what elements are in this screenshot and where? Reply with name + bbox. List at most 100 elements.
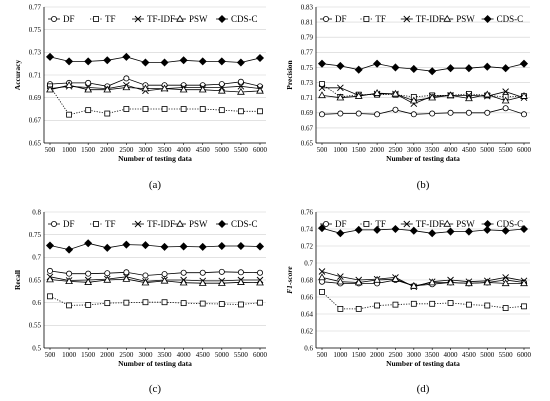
marker-triangle bbox=[428, 93, 437, 101]
series-cds-c bbox=[317, 59, 529, 76]
y-tick-label: 0.66 bbox=[301, 293, 314, 301]
panel-caption: (b) bbox=[417, 179, 430, 191]
y-tick-label: 0.65 bbox=[301, 139, 314, 147]
y-tick-label: 0.83 bbox=[301, 3, 314, 11]
marker-triangle bbox=[409, 281, 418, 289]
x-tick-label: 1000 bbox=[333, 351, 348, 359]
marker-circle bbox=[392, 106, 399, 113]
marker-square bbox=[93, 221, 99, 227]
chart-panel-c: 0.5 0.55 0.6 0.65 0.7 0.75 0.8 500 1000 1500 2000 2… bbox=[13, 208, 268, 395]
series-line bbox=[49, 84, 261, 92]
x-tick-label: 5000 bbox=[480, 146, 495, 154]
marker-triangle bbox=[318, 273, 326, 281]
marker-square bbox=[447, 300, 454, 306]
marker-x bbox=[337, 273, 344, 280]
y-tick-label: 0.67 bbox=[29, 117, 42, 125]
x-tick-label: 6000 bbox=[253, 146, 268, 154]
marker-triangle bbox=[46, 275, 54, 283]
marker-diamond bbox=[354, 225, 363, 234]
legend-label: TF bbox=[105, 14, 116, 24]
marker-circle bbox=[66, 270, 73, 277]
y-axis-label: Recall bbox=[13, 270, 22, 290]
chart-panel-a: 0.65 0.67 0.69 0.71 0.73 0.75 0.77 500 1000 1500 2… bbox=[13, 3, 268, 191]
y-tick-label: 0.7 bbox=[304, 259, 313, 267]
marker-square bbox=[93, 16, 99, 22]
y-tick-label: 0.67 bbox=[301, 124, 314, 132]
legend-label: PSW bbox=[189, 219, 208, 229]
marker-diamond bbox=[122, 52, 131, 61]
x-tick-label: 5000 bbox=[215, 351, 230, 359]
marker-diamond bbox=[519, 59, 529, 68]
marker-triangle bbox=[501, 279, 510, 287]
marker-square bbox=[199, 106, 206, 112]
x-tick-label: 3000 bbox=[407, 146, 422, 154]
marker-circle bbox=[123, 269, 130, 276]
marker-triangle bbox=[391, 89, 400, 97]
marker-triangle bbox=[84, 278, 93, 285]
legend: DF TF TF-IDF PSW CDS-C bbox=[320, 14, 523, 24]
marker-square bbox=[466, 301, 472, 308]
marker-diamond bbox=[45, 52, 55, 61]
marker-circle bbox=[85, 270, 92, 277]
marker-diamond bbox=[198, 242, 207, 251]
marker-circle bbox=[410, 111, 417, 118]
marker-diamond bbox=[428, 67, 437, 76]
marker-diamond bbox=[501, 226, 510, 235]
marker-diamond bbox=[354, 65, 363, 74]
series-line bbox=[49, 84, 261, 93]
marker-square bbox=[218, 301, 225, 307]
marker-square bbox=[123, 106, 130, 112]
marker-circle bbox=[161, 271, 168, 278]
marker-square bbox=[161, 299, 168, 306]
panel-caption: (c) bbox=[149, 383, 162, 395]
marker-square bbox=[142, 299, 149, 306]
x-tick-label: 1000 bbox=[62, 351, 77, 359]
marker-circle bbox=[521, 111, 528, 118]
x-tick-label: 3500 bbox=[425, 351, 440, 359]
marker-diamond bbox=[84, 239, 93, 248]
y-tick-label: 0.81 bbox=[301, 19, 314, 27]
y-tick-label: 0.6 bbox=[32, 299, 41, 307]
x-tick-label: 1500 bbox=[81, 146, 96, 154]
marker-diamond bbox=[483, 62, 492, 71]
y-tick-label: 0.75 bbox=[29, 231, 42, 239]
legend-label: CDS-C bbox=[231, 14, 258, 24]
y-tick-label: 0.72 bbox=[301, 242, 314, 250]
marker-triangle bbox=[373, 89, 381, 96]
marker-square bbox=[257, 299, 263, 306]
marker-square bbox=[429, 300, 436, 307]
marker-square bbox=[85, 107, 92, 114]
marker-diamond bbox=[179, 242, 188, 251]
marker-diamond bbox=[483, 225, 492, 234]
x-tick-label: 4500 bbox=[462, 146, 477, 154]
series-line bbox=[49, 270, 261, 276]
y-tick-label: 0.65 bbox=[29, 276, 42, 284]
y-axis-label: Accuracy bbox=[13, 60, 22, 91]
marker-circle bbox=[104, 270, 111, 277]
marker-square bbox=[238, 108, 244, 115]
x-axis-label: Number of testing data bbox=[118, 154, 192, 163]
series-line bbox=[49, 242, 261, 251]
marker-triangle bbox=[409, 96, 418, 104]
series-tf bbox=[47, 293, 263, 309]
marker-square bbox=[161, 106, 168, 112]
marker-square bbox=[66, 111, 72, 118]
series-cds-c bbox=[317, 224, 529, 238]
x-tick-label: 4500 bbox=[196, 146, 211, 154]
x-tick-label: 6000 bbox=[517, 146, 532, 154]
x-tick-label: 5000 bbox=[480, 351, 495, 359]
marker-square bbox=[238, 301, 244, 308]
marker-diamond bbox=[255, 242, 265, 251]
marker-circle bbox=[123, 75, 130, 82]
series-psw bbox=[46, 81, 264, 95]
marker-square bbox=[392, 301, 399, 308]
marker-circle bbox=[484, 109, 491, 116]
marker-circle bbox=[374, 111, 381, 118]
marker-circle bbox=[322, 15, 329, 22]
series-tf-idf bbox=[318, 268, 528, 291]
series-psw bbox=[318, 89, 528, 104]
series-df bbox=[47, 267, 263, 279]
marker-square bbox=[142, 106, 149, 112]
marker-circle bbox=[142, 272, 149, 279]
y-tick-label: 0.6 bbox=[304, 344, 313, 352]
